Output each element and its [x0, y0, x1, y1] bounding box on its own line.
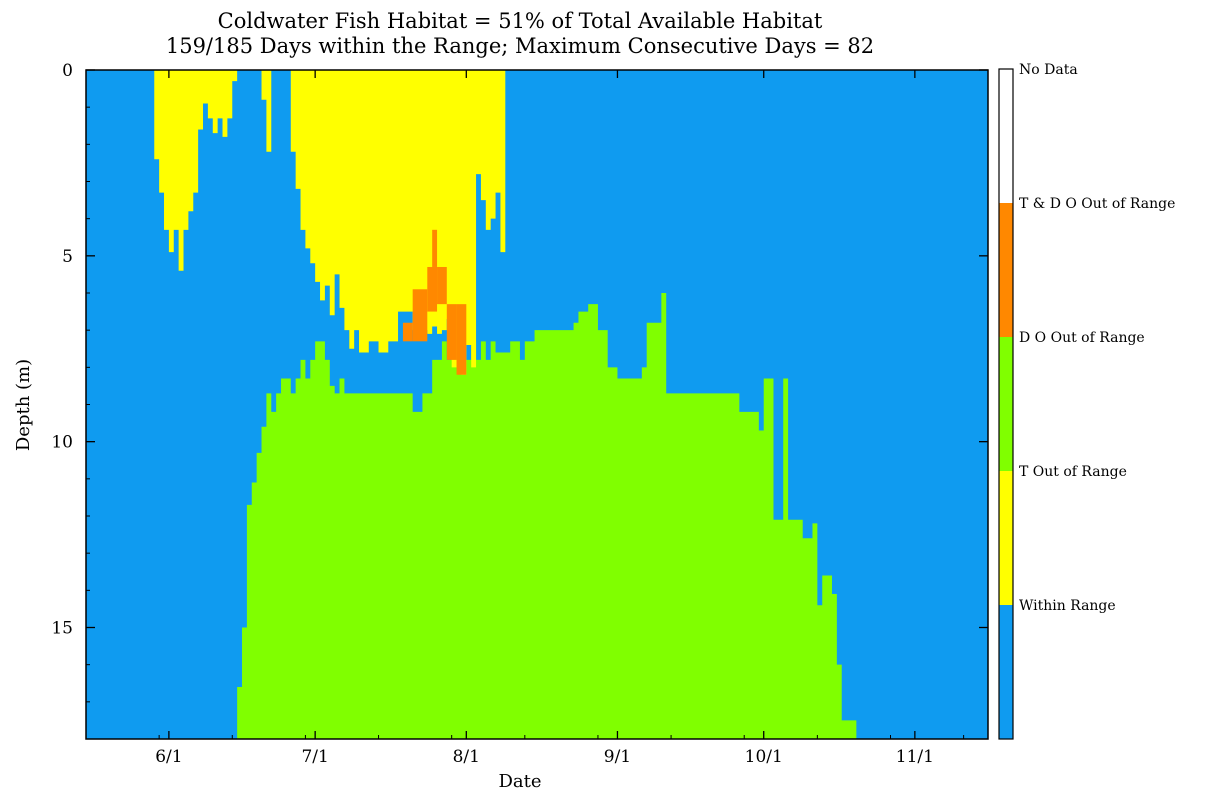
zone-cell-t-d-o-out-of-range — [402, 322, 413, 342]
legend-swatch-d-o-out-of-range — [999, 337, 1013, 471]
legend-swatch-t-d-o-out-of-range — [999, 203, 1013, 337]
legend-label-t-d-o-out-of-range: T & D O Out of Range — [1019, 196, 1175, 212]
y-axis: 0 5 10 15 — [51, 61, 988, 703]
x-tick-label: 11/1 — [896, 747, 934, 767]
habitat-zones — [149, 70, 857, 739]
zone-cell-t-d-o-out-of-range — [412, 289, 428, 342]
zone-d-o-out-of-range — [232, 293, 857, 739]
legend-label-within-range: Within Range — [1019, 598, 1116, 614]
legend-swatch-t-out-of-range — [999, 471, 1013, 605]
zone-cell-t-d-o-out-of-range — [456, 304, 467, 375]
legend-frame — [998, 68, 1014, 740]
chart-title: Coldwater Fish Habitat = 51% of Total Av… — [218, 9, 823, 33]
y-tick-label: 10 — [51, 433, 73, 453]
x-axis-label: Date — [498, 771, 541, 792]
legend-label-t-out-of-range: T Out of Range — [1019, 464, 1127, 480]
zone-cell-t-d-o-out-of-range — [437, 266, 447, 305]
x-tick-label: 10/1 — [745, 747, 783, 767]
zone-cell-t-d-o-out-of-range — [427, 266, 438, 312]
y-tick-label: 0 — [62, 61, 73, 81]
legend-swatch-within-range — [999, 605, 1013, 739]
zone-cell-t-d-o-out-of-range — [446, 304, 457, 360]
x-tick-label: 9/1 — [604, 747, 631, 767]
x-tick-label: 7/1 — [301, 747, 328, 767]
x-tick-label: 6/1 — [155, 747, 182, 767]
legend-label-no-data: No Data — [1019, 62, 1078, 78]
y-tick-label: 15 — [51, 619, 73, 639]
legend: Within Range T Out of Range D O Out of Ran… — [998, 62, 1175, 740]
x-axis: 6/1 7/1 8/1 9/1 10/1 11/1 — [85, 70, 965, 767]
x-tick-label: 8/1 — [453, 747, 480, 767]
y-tick-label: 5 — [62, 247, 73, 267]
zone-cell-t-d-o-out-of-range — [432, 229, 438, 267]
chart-subtitle: 159/185 Days within the Range; Maximum C… — [166, 34, 874, 58]
legend-swatch-no-data — [999, 69, 1013, 203]
y-axis-label: Depth (m) — [13, 359, 34, 451]
legend-label-d-o-out-of-range: D O Out of Range — [1019, 330, 1145, 346]
